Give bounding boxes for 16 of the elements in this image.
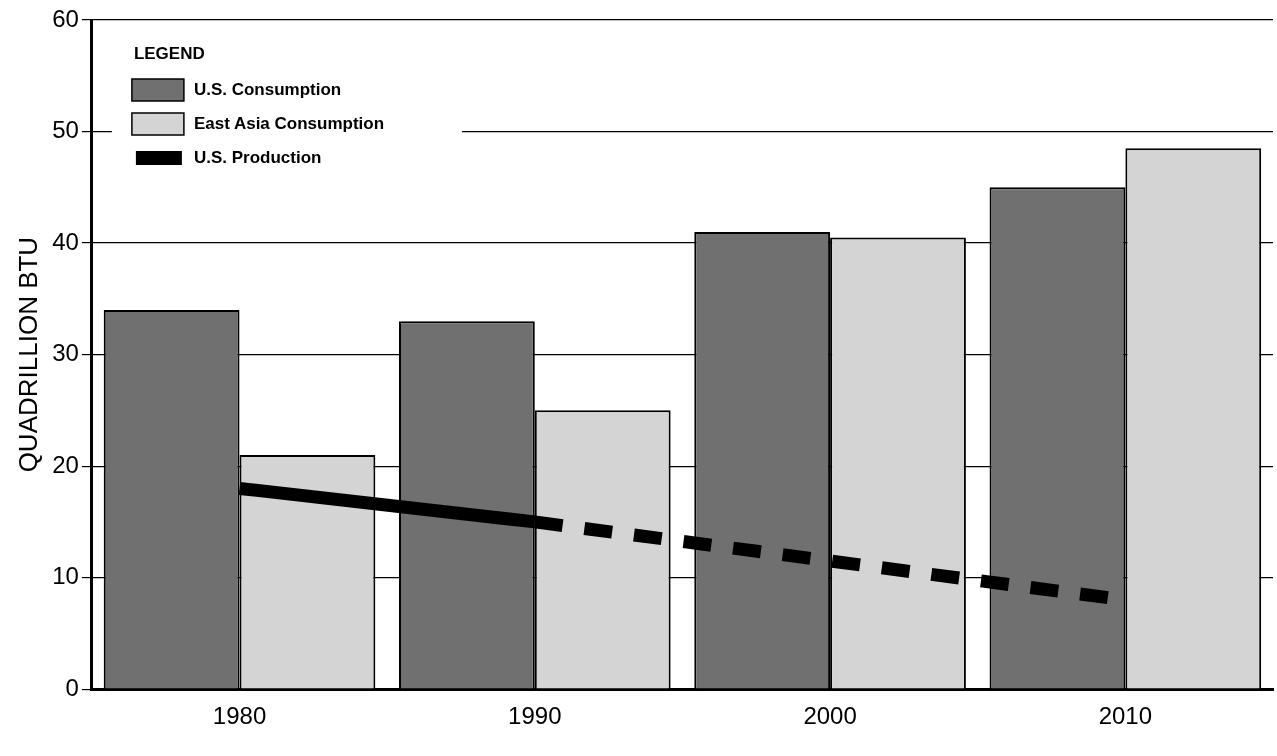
x-tick-label: 1980 (212, 702, 267, 730)
y-tick-label: 50 (52, 116, 79, 144)
y-tick-label: 30 (52, 339, 79, 367)
legend-label: U.S. Consumption (193, 79, 342, 99)
x-tick-label: 2000 (803, 702, 857, 730)
y-tick-label: 10 (52, 562, 79, 590)
legend-title: LEGEND (133, 43, 205, 63)
y-axis-title: QUADRILLION BTU (12, 236, 43, 473)
y-tick-label: 20 (52, 450, 79, 478)
legend-label: East Asia Consumption (193, 113, 385, 133)
y-tick-label: 40 (52, 227, 79, 255)
x-tick-label: 2010 (1098, 702, 1153, 730)
x-tick-label: 1990 (508, 702, 562, 730)
y-tick-label: 0 (65, 673, 79, 701)
legend-label: U.S. Production (193, 147, 322, 167)
y-tick-label: 60 (52, 4, 79, 32)
